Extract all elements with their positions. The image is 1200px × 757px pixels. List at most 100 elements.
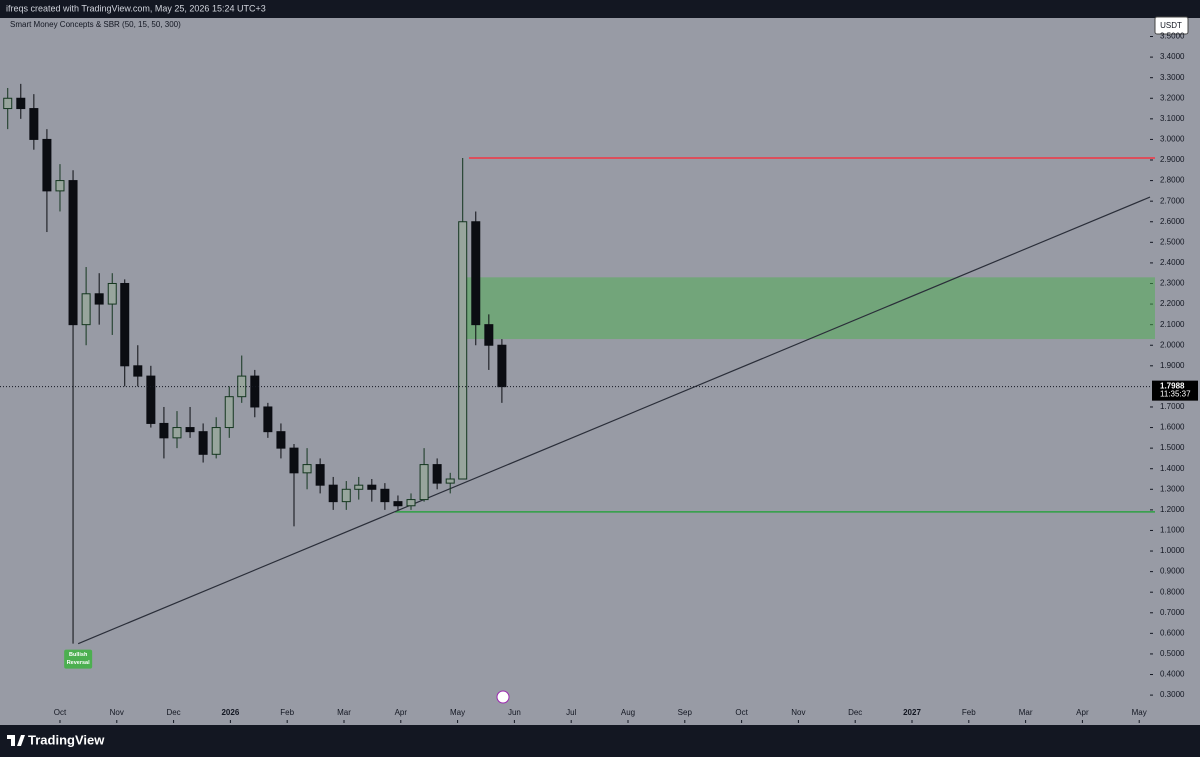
candle-body [237,375,247,398]
y-tick-label: 3.3000 [1160,73,1185,82]
candle-body [120,282,130,367]
y-tick-label: 3.2000 [1160,93,1185,102]
y-tick-label: 1.7000 [1160,402,1185,411]
currency-box[interactable] [1154,16,1189,35]
candle-body [29,108,39,140]
y-tick-label: 1.0000 [1160,546,1185,555]
candle-body [146,375,156,424]
y-tick-label: 0.6000 [1160,628,1185,637]
x-tick-label: Oct [54,708,67,717]
reversal-label: Reversal [67,660,90,666]
y-tick-label: 2.8000 [1160,176,1185,185]
candle-body [432,464,442,484]
candle-body [458,221,468,480]
candle-body [445,478,455,484]
candle-body [276,431,286,449]
candle-body [211,427,221,455]
order-block-zone [462,277,1155,340]
x-tick-label: Nov [791,708,805,717]
y-tick-label: 0.7000 [1160,608,1185,617]
candle-body [81,293,91,326]
x-tick-label: Aug [621,708,635,717]
candle-body [484,324,494,346]
y-tick-label: 2.4000 [1160,258,1185,267]
y-tick-label: 3.0000 [1160,135,1185,144]
candle-body [94,293,104,305]
y-tick-label: 2.5000 [1160,237,1185,246]
x-tick-label: Jun [508,708,521,717]
x-tick-label: 2026 [221,708,239,717]
currency[interactable]: USDT [1160,21,1182,30]
candle-body [497,344,507,388]
last-price-label: 1.7988 [1160,382,1185,391]
y-tick-label: 1.6000 [1160,423,1185,432]
x-tick-label: Apr [1076,708,1089,717]
candle-body [172,427,182,439]
x-tick-label: Sep [678,708,693,717]
y-tick-label: 2.2000 [1160,299,1185,308]
candle-body [315,464,325,486]
brand-logo [7,735,25,746]
y-tick-label: 1.4000 [1160,464,1185,473]
candle-body [328,484,338,503]
y-tick-label: 3.5000 [1160,32,1185,41]
x-tick-label: Jul [566,708,576,717]
x-tick-label: 2027 [903,708,921,717]
x-tick-label: Mar [1019,708,1033,717]
x-tick-label: Dec [848,708,862,717]
candle-body [367,484,377,490]
x-tick-label: Apr [395,708,408,717]
y-tick-label: 2.0000 [1160,340,1185,349]
candle-body [419,464,429,501]
candle-body [3,97,13,110]
y-tick-label: 0.4000 [1160,670,1185,679]
candle-body [263,406,273,433]
x-tick-label: Oct [735,708,748,717]
x-tick-label: May [450,708,465,717]
candle-body [354,484,364,490]
y-tick-label: 3.4000 [1160,52,1185,61]
y-tick-label: 1.9000 [1160,361,1185,370]
candle-body [198,431,208,455]
candle-body [185,427,195,433]
y-tick-label: 2.1000 [1160,320,1185,329]
event-icon[interactable] [496,690,510,704]
y-tick-label: 2.3000 [1160,279,1185,288]
x-tick-label: Feb [280,708,294,717]
y-tick-label: 1.3000 [1160,484,1185,493]
candle-body [250,375,260,408]
candle-body [42,138,52,192]
y-tick-label: 1.2000 [1160,505,1185,514]
candle-body [224,396,234,429]
candle-body [380,488,390,503]
y-tick-label: 2.6000 [1160,217,1185,226]
y-tick-label: 1.1000 [1160,526,1185,535]
candle-body [68,180,78,326]
y-tick-label: 2.9000 [1160,155,1185,164]
candle-body [471,221,481,326]
countdown-label: 11:35:37 [1160,390,1191,399]
candle-body [16,97,26,110]
x-tick-label: May [1132,708,1147,717]
candle-body [302,464,312,474]
candle-body [341,488,351,503]
watermark: ifreqs created with TradingView.com, May… [6,3,266,13]
indicator-label: Smart Money Concepts & SBR (50, 15, 50, … [10,20,181,29]
candle-body [159,422,169,439]
brand: TradingView [28,732,105,747]
y-tick-label: 0.3000 [1160,690,1185,699]
y-tick-label: 0.9000 [1160,567,1185,576]
y-tick-label: 2.7000 [1160,196,1185,205]
y-tick-label: 1.5000 [1160,443,1185,452]
reversal-label-box [64,649,93,669]
candle-body [107,282,117,305]
x-tick-label: Nov [110,708,124,717]
y-tick-label: 0.5000 [1160,649,1185,658]
reversal-label: Bullish [69,652,88,658]
candle-body [393,501,403,507]
y-tick-label: 0.8000 [1160,587,1185,596]
x-tick-label: Mar [337,708,351,717]
last-price-box [1152,380,1198,401]
plot-background [0,18,1200,725]
